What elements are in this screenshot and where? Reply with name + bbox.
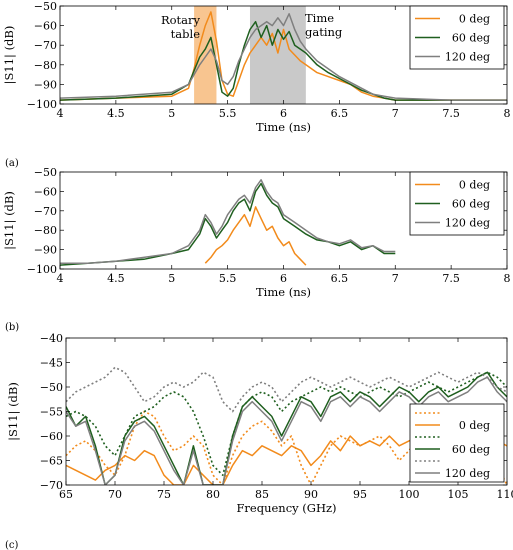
x-tick-label: 7 — [392, 272, 399, 285]
x-axis-label: Frequency (GHz) — [236, 501, 336, 515]
x-tick-label: 4 — [57, 107, 64, 120]
y-tick-label: −55 — [40, 406, 63, 419]
x-tick-label: 4.5 — [107, 272, 125, 285]
x-tick-label: 5.5 — [219, 272, 237, 285]
legend-label-2: 120 deg — [445, 217, 490, 230]
x-tick-label: 4.5 — [107, 107, 125, 120]
y-tick-label: −80 — [34, 224, 57, 237]
panel-label: (c) — [5, 540, 19, 550]
x-tick-label: 75 — [157, 488, 171, 501]
y-tick-label: −70 — [34, 39, 57, 52]
x-tick-label: 8 — [504, 272, 511, 285]
x-tick-label: 6.5 — [331, 272, 349, 285]
legend-label-1: 0 deg — [459, 419, 490, 432]
y-tick-label: −100 — [27, 263, 57, 276]
x-tick-label: 110 — [497, 488, 513, 501]
y-tick-label: −40 — [40, 332, 63, 345]
y-tick-label: −50 — [34, 0, 57, 13]
x-tick-label: 7.5 — [442, 272, 460, 285]
y-tick-label: −100 — [27, 98, 57, 111]
x-tick-label: 5 — [168, 272, 175, 285]
series-line-2 — [66, 371, 507, 476]
y-tick-label: −80 — [34, 59, 57, 72]
x-tick-label: 70 — [108, 488, 122, 501]
x-tick-label: 90 — [304, 488, 318, 501]
panel-label: (b) — [5, 322, 19, 333]
y-tick-label: −90 — [34, 244, 57, 257]
x-tick-label: 6.5 — [331, 107, 349, 120]
series-group — [60, 11, 507, 101]
y-tick-label: −60 — [34, 20, 57, 33]
y-axis-label: |S11| (dB) — [2, 26, 17, 85]
y-tick-label: −90 — [34, 78, 57, 91]
y-tick-label: −50 — [40, 381, 63, 394]
x-tick-label: 6 — [280, 107, 287, 120]
x-tick-label: 5 — [168, 107, 175, 120]
x-tick-label: 7.5 — [442, 107, 460, 120]
legend: 0 deg 60 deg 120 deg — [409, 171, 505, 236]
x-tick-label: 6 — [280, 272, 287, 285]
series-line-0 — [204, 206, 307, 266]
chart-panel-b: 4 4.5 5 5.5 6 6.5 7 7.5 8 −100 −90 −80 −70 −60 −50 Time… — [2, 166, 511, 333]
x-tick-label: 8 — [504, 107, 511, 120]
x-tick-label: 85 — [255, 488, 269, 501]
chart-panel-c: 65 70 75 80 85 90 95 100 105 110 −70 −65 −60 −55 −50 −4… — [5, 332, 513, 550]
series-line-5 — [66, 376, 507, 485]
legend-box — [409, 403, 505, 483]
annotation-text: gating — [305, 25, 343, 39]
legend-label-2: 120 deg — [445, 51, 490, 64]
series-line-1 — [60, 182, 396, 266]
annotation-text: Time — [305, 11, 334, 25]
series-group — [60, 179, 396, 266]
annotation-text: table — [171, 27, 201, 41]
x-tick-label: 95 — [353, 488, 367, 501]
y-axis-label: |S11| (dB) — [2, 191, 17, 250]
legend-label-1: 60 deg — [452, 198, 490, 211]
x-tick-label: 65 — [59, 488, 73, 501]
shaded-region-1 — [249, 6, 306, 104]
annotation-text: Rotary — [161, 13, 201, 27]
y-tick-label: −50 — [34, 166, 57, 179]
y-tick-label: −45 — [40, 357, 63, 370]
legend-label-0: 0 deg — [459, 179, 490, 192]
series-line-2 — [60, 13, 507, 101]
y-tick-label: −65 — [40, 455, 63, 468]
legend-label-5: 120 deg — [445, 467, 490, 480]
x-tick-label: 7 — [392, 107, 399, 120]
y-tick-label: −70 — [34, 205, 57, 218]
series-line-1 — [60, 20, 507, 101]
x-tick-label: 4 — [57, 272, 64, 285]
y-tick-label: −70 — [40, 479, 63, 492]
x-tick-label: 105 — [448, 488, 469, 501]
y-tick-label: −60 — [40, 430, 63, 443]
series-line-2 — [60, 179, 396, 264]
legend: 0 deg 60 deg 120 deg — [409, 5, 505, 70]
x-tick-label: 80 — [206, 488, 220, 501]
legend-label-1: 60 deg — [452, 32, 490, 45]
panel-label: (a) — [5, 158, 19, 169]
series-line-4 — [66, 366, 507, 413]
chart-panel-a: 4 4.5 5 5.5 6 6.5 7 7.5 8 −100 −90 −80 −70 −60 −50 Time… — [2, 0, 511, 169]
x-tick-label: 100 — [399, 488, 420, 501]
x-tick-label: 5.5 — [219, 107, 237, 120]
legend-label-0: 0 deg — [459, 13, 490, 26]
y-tick-label: −60 — [34, 185, 57, 198]
shaded-region-0 — [194, 6, 217, 104]
y-axis-label: |S11| (dB) — [6, 382, 21, 441]
series-line-3 — [66, 371, 507, 485]
x-axis-label: Time (ns) — [256, 120, 311, 134]
legend-label-3: 60 deg — [452, 443, 490, 456]
x-axis-label: Time (ns) — [256, 285, 311, 299]
